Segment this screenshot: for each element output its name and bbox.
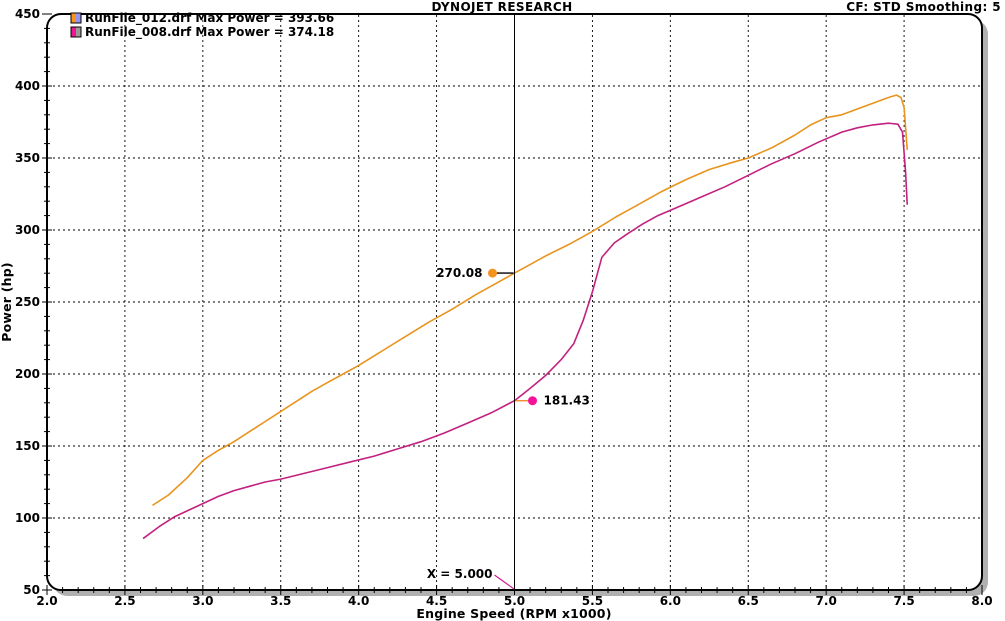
x-tick-label: 8.0 <box>971 594 992 608</box>
legend-label-run008: RunFile_008.drf Max Power = 374.18 <box>85 25 334 40</box>
y-axis-title: Power (hp) <box>0 262 14 342</box>
y-tick-label: 450 <box>15 7 40 21</box>
x-tick-label: 7.5 <box>893 594 914 608</box>
y-tick-label: 150 <box>15 439 40 453</box>
curves <box>142 94 909 540</box>
y-tick-label: 400 <box>15 79 40 93</box>
y-tick-label: 50 <box>23 583 40 597</box>
legend-swatch-border <box>70 26 82 38</box>
readout-marker-dot <box>488 268 497 278</box>
x-tick-label: 4.0 <box>348 594 369 608</box>
x-tick-label: 2.0 <box>36 594 57 608</box>
y-tick-label: 100 <box>15 511 40 525</box>
readout-value-run008: 181.43 <box>544 394 590 408</box>
curve-RunFile_012.drf <box>152 94 909 506</box>
legend-swatch-alt-color <box>76 13 81 23</box>
legend-swatch-power-color <box>71 27 76 37</box>
x-axis-title: Engine Speed (RPM x1000) <box>416 606 611 621</box>
y-tick-label: 250 <box>15 295 40 309</box>
cursor[interactable]: X = 5.000 <box>427 15 515 590</box>
x-tick-label: 5.0 <box>504 594 525 608</box>
legend-swatch-power-color <box>71 13 76 23</box>
x-tick-label: 3.0 <box>192 594 213 608</box>
legend-swatch-alt-color <box>76 27 81 37</box>
cursor-label-leader <box>494 574 515 590</box>
readout-marker-dot <box>528 396 537 406</box>
legend-swatch-border <box>70 12 82 24</box>
brand-title: DYNOJET RESEARCH <box>431 0 572 14</box>
x-tick-label: 5.5 <box>582 594 603 608</box>
y-tick-label: 350 <box>15 151 40 165</box>
legend: RunFile_012.drf Max Power = 393.66 RunFi… <box>70 11 334 40</box>
x-tick-label: 4.5 <box>426 594 447 608</box>
x-tick-label: 7.0 <box>816 594 837 608</box>
x-tick-labels: 2.0 2.5 3.0 3.5 4.0 4.5 5.0 5.5 6.0 6.5 7.0 7.5 8.0 <box>36 594 992 608</box>
x-tick-label: 6.0 <box>660 594 681 608</box>
cursor-readouts: 270.08 181.43 <box>436 266 590 408</box>
y-tick-labels: 450 400 350 300 250 200 150 100 50 <box>15 7 40 597</box>
legend-item-run008: RunFile_008.drf Max Power = 374.18 <box>70 25 334 40</box>
header-settings-text: CF: STD Smoothing: 5 <box>846 0 1001 14</box>
x-tick-label: 2.5 <box>114 594 135 608</box>
cursor-x-label: X = 5.000 <box>427 567 493 581</box>
curve-RunFile_008.drf <box>142 122 909 540</box>
x-tick-label: 3.5 <box>270 594 291 608</box>
legend-label-run012: RunFile_012.drf Max Power = 393.66 <box>85 11 334 26</box>
x-tick-label: 6.5 <box>738 594 759 608</box>
y-tick-label: 300 <box>15 223 40 237</box>
y-tick-label: 200 <box>15 367 40 381</box>
readout-value-run012: 270.08 <box>436 266 482 280</box>
legend-item-run012: RunFile_012.drf Max Power = 393.66 <box>70 11 334 26</box>
